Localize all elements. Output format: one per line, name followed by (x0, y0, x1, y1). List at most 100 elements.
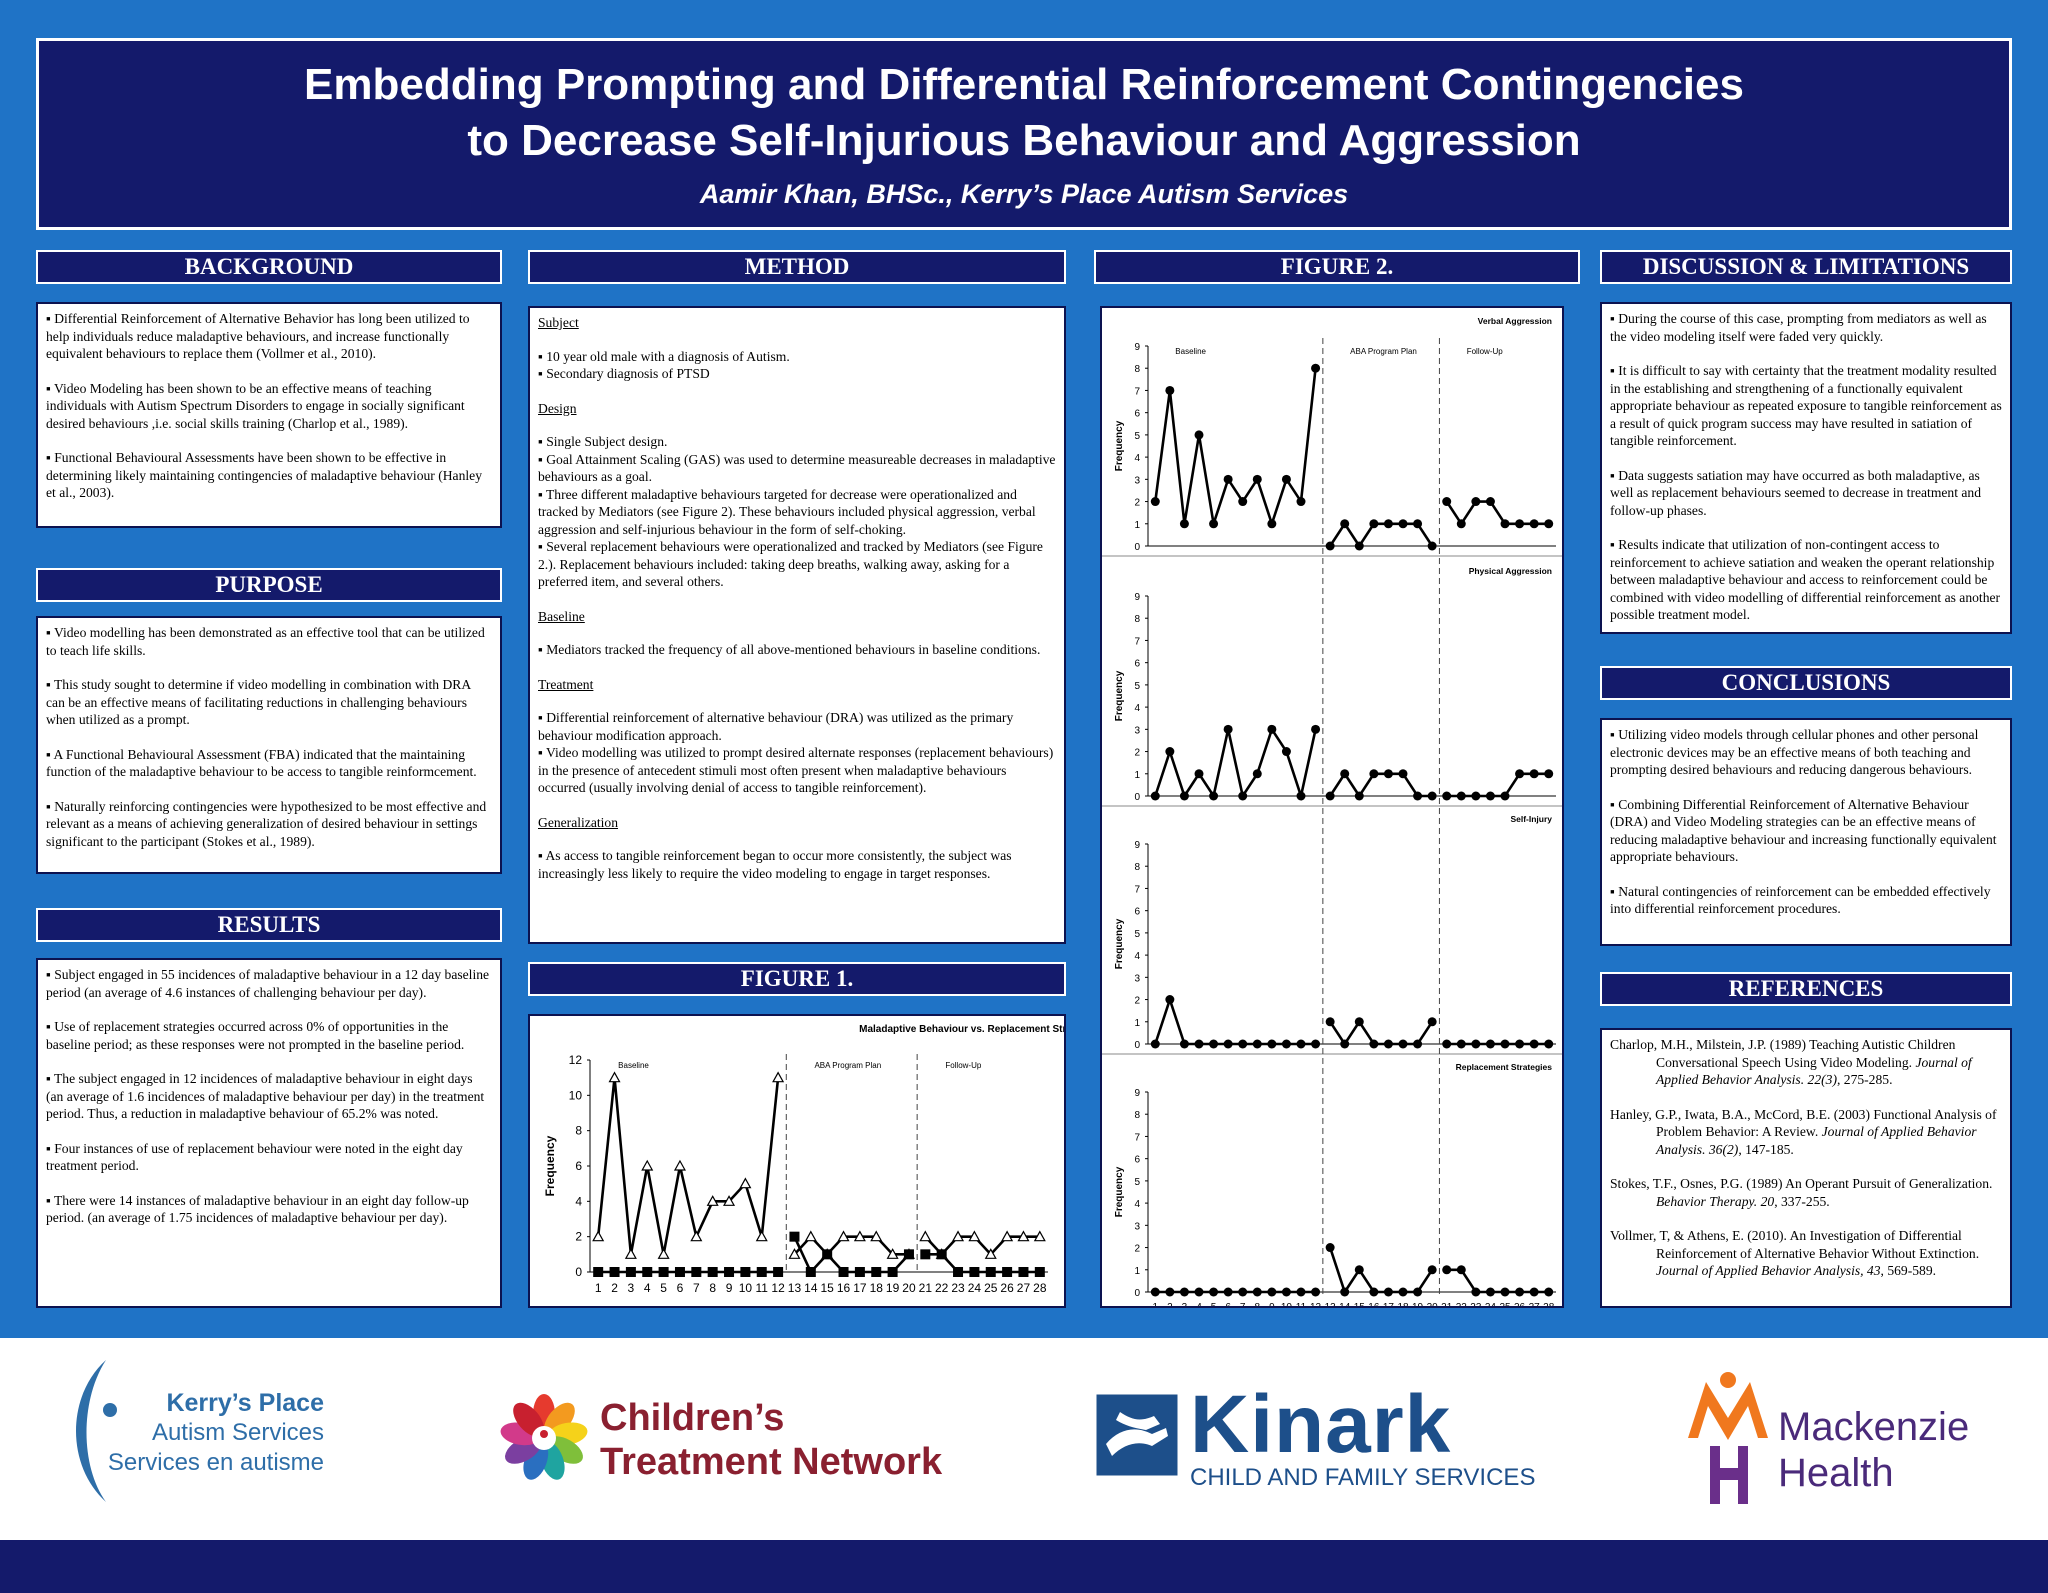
background-item: ▪ Video Modeling has been shown to be an… (46, 380, 465, 431)
data-point (871, 1267, 882, 1277)
data-point (1267, 1039, 1277, 1049)
data-point (1456, 519, 1466, 529)
series-line (1154, 726, 1317, 801)
x-tick-label: 5 (660, 1281, 667, 1295)
x-tick-label: 17 (1383, 1302, 1395, 1306)
y-tick-label: 6 (575, 1159, 582, 1173)
data-point (919, 1230, 932, 1242)
data-point (1515, 769, 1525, 779)
data-point (804, 1230, 817, 1242)
data-point (1194, 1287, 1204, 1297)
data-point (1471, 497, 1481, 507)
x-tick-label: 28 (1033, 1281, 1047, 1295)
data-point (1529, 769, 1539, 779)
data-point (1500, 791, 1510, 801)
method-item: ▪ Mediators tracked the frequency of all… (538, 642, 1041, 657)
y-tick-label: 9 (1134, 592, 1140, 603)
data-point (870, 1230, 883, 1242)
data-point (1223, 724, 1233, 734)
data-point (1281, 1287, 1291, 1297)
data-point (887, 1267, 898, 1277)
data-point (1398, 519, 1408, 529)
series-line (1153, 368, 1317, 528)
x-tick-label: 22 (935, 1281, 949, 1295)
y-tick-label: 8 (575, 1124, 582, 1138)
data-point (1383, 1039, 1393, 1049)
data-point (1179, 1039, 1189, 1049)
x-tick-label: 19 (886, 1281, 900, 1295)
y-tick-label: 2 (1134, 996, 1140, 1007)
data-point (1369, 769, 1379, 779)
y-tick-label: 5 (1134, 431, 1140, 442)
purpose-item: ▪ Video modelling has been demonstrated … (46, 625, 485, 658)
y-tick-label: 7 (1134, 386, 1140, 397)
data-point (755, 1230, 768, 1242)
data-point (1471, 1039, 1481, 1049)
y-tick-label: 4 (575, 1194, 582, 1208)
data-point (1515, 1287, 1525, 1297)
x-tick-label: 25 (984, 1281, 998, 1295)
x-tick-label: 3 (1182, 1302, 1188, 1306)
conclusions-heading: CONCLUSIONS (1600, 666, 2012, 700)
data-point (1485, 1039, 1495, 1049)
method-item: ▪ Secondary diagnosis of PTSD (538, 366, 710, 381)
data-point (886, 1248, 899, 1259)
conclusions-section: ▪ Utilizing video models through cellula… (1600, 718, 2012, 946)
series-line (1328, 1247, 1434, 1295)
chart-title: Maladaptive Behaviour vs. Replacement St… (859, 1024, 1064, 1035)
data-point (642, 1267, 653, 1277)
discussion-item: ▪ It is difficult to say with certainty … (1610, 363, 2002, 448)
y-tick-label: 8 (1134, 614, 1140, 625)
data-point (592, 1230, 605, 1242)
data-point (936, 1249, 947, 1260)
data-point (1209, 519, 1219, 529)
x-tick-label: 15 (1354, 1302, 1366, 1306)
data-point (1413, 1287, 1423, 1297)
data-point (1500, 1287, 1510, 1297)
kinark-hands-icon (1096, 1394, 1178, 1476)
y-tick-label: 7 (1134, 1132, 1140, 1143)
data-point (1034, 1267, 1045, 1277)
x-tick-label: 1 (595, 1281, 602, 1295)
data-point (1281, 1039, 1291, 1049)
data-point (1427, 541, 1437, 551)
data-point (1500, 519, 1510, 529)
data-point (1311, 1039, 1321, 1049)
background-heading: BACKGROUND (36, 250, 502, 284)
x-tick-label: 27 (1017, 1281, 1031, 1295)
y-tick-label: 4 (1134, 703, 1140, 714)
x-tick-label: 25 (1499, 1302, 1511, 1306)
data-point (1485, 791, 1495, 801)
data-point (1515, 1039, 1525, 1049)
data-point (1340, 519, 1350, 529)
data-point (1369, 519, 1379, 529)
data-point (724, 1267, 735, 1277)
x-tick-label: 10 (1281, 1302, 1293, 1306)
data-point (1194, 1039, 1204, 1049)
data-point (788, 1248, 801, 1259)
x-tick-label: 13 (788, 1281, 802, 1295)
discussion-item: ▪ Results indicate that utilization of n… (1610, 537, 2001, 622)
data-point (1515, 519, 1525, 529)
data-point (723, 1195, 736, 1206)
data-point (1413, 1039, 1423, 1049)
data-point (953, 1267, 964, 1277)
data-point (1325, 791, 1335, 801)
x-tick-label: 14 (1339, 1302, 1351, 1306)
data-point (1485, 497, 1495, 507)
y-axis-label: Frequency (1114, 1166, 1125, 1217)
results-item: ▪ The subject engaged in 12 incidences o… (46, 1071, 485, 1121)
x-tick-label: 14 (804, 1281, 818, 1295)
y-tick-label: 0 (1134, 1040, 1140, 1051)
sponsor-logos: Kerry’s Place Autism Services Services e… (0, 1338, 2048, 1540)
kerrys-place-swoosh-icon (76, 1360, 117, 1502)
conclusions-item: ▪ Utilizing video models through cellula… (1610, 727, 1979, 777)
y-axis-label: Frequency (1114, 670, 1125, 721)
y-tick-label: 6 (1134, 659, 1140, 670)
data-point (706, 1195, 719, 1206)
x-tick-label: 4 (1196, 1302, 1202, 1306)
data-point (707, 1267, 718, 1277)
data-point (1194, 769, 1204, 779)
phase-label: ABA Program Plan (814, 1061, 881, 1070)
